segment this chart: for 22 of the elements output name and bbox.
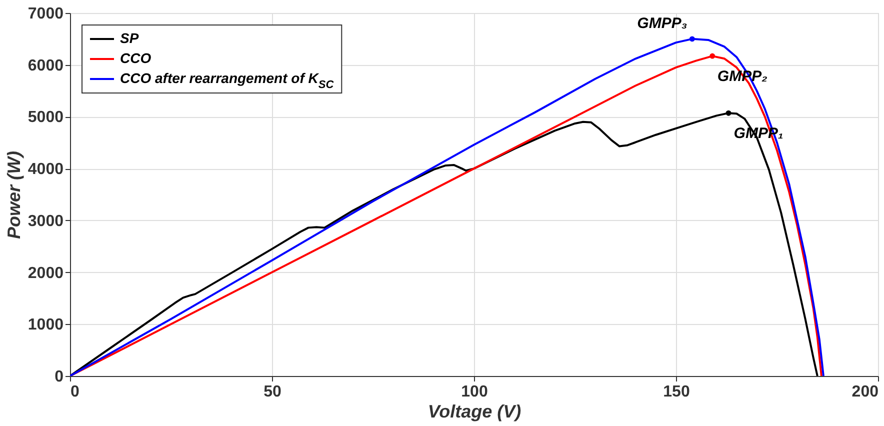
- x-tick-label: 200: [852, 384, 879, 400]
- y-tick-label: 3000: [28, 212, 64, 230]
- point: [726, 110, 732, 116]
- legend-label: SP: [120, 30, 140, 46]
- y-tick-label: 1000: [28, 316, 64, 334]
- x-tick-label: 50: [264, 384, 282, 400]
- point: [710, 53, 716, 59]
- x-tick-label: 100: [461, 384, 488, 400]
- x-tick-label: 150: [663, 384, 690, 400]
- y-tick-label: 2000: [28, 264, 64, 282]
- line-series: [70, 110, 818, 376]
- x-axis-title: Voltage (V): [428, 402, 522, 422]
- x-tick-label: 0: [70, 384, 80, 400]
- annotation: GMPP₃: [637, 14, 688, 32]
- point: [689, 36, 695, 42]
- y-axis-title: Power (W): [4, 151, 24, 239]
- y-tick-label: 5000: [28, 109, 64, 126]
- y-tick-label: 4000: [28, 161, 64, 178]
- y-tick-label: 7000: [28, 6, 64, 22]
- y-tick-label: 0: [54, 368, 64, 386]
- legend-label: CCO: [120, 50, 152, 66]
- y-tick-label: 6000: [28, 57, 64, 74]
